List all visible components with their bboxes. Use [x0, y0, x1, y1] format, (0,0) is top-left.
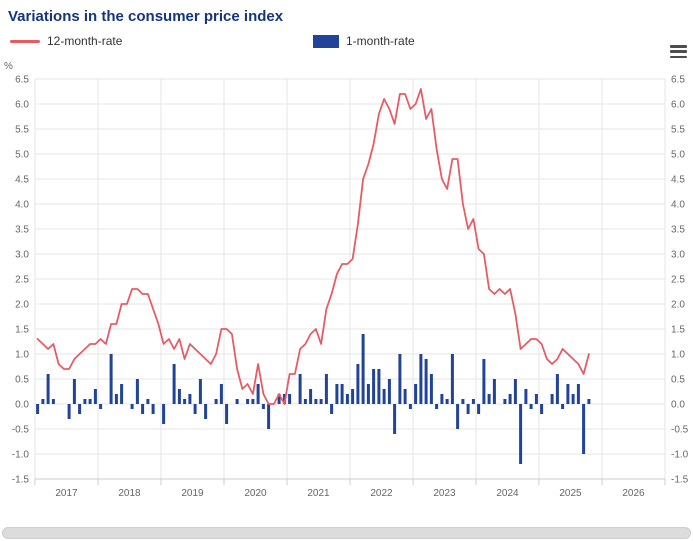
svg-text:-1.5: -1.5 — [671, 475, 689, 486]
chart-legend: 12-month-rate 1-month-rate — [0, 31, 693, 57]
svg-text:2.5: 2.5 — [15, 275, 29, 286]
hamburger-menu-icon[interactable] — [670, 45, 687, 58]
legend-label: 12-month-rate — [47, 34, 123, 48]
svg-text:1.5: 1.5 — [15, 325, 29, 336]
svg-text:-0.5: -0.5 — [671, 425, 689, 436]
svg-text:-1.0: -1.0 — [671, 450, 689, 461]
svg-text:4.5: 4.5 — [15, 175, 29, 186]
svg-text:2020: 2020 — [244, 488, 267, 499]
svg-text:5.0: 5.0 — [671, 150, 685, 161]
svg-text:4.0: 4.0 — [15, 200, 29, 211]
svg-text:4.5: 4.5 — [671, 175, 685, 186]
cpi-chart-widget: Variations in the consumer price index 1… — [0, 8, 693, 541]
svg-text:2.0: 2.0 — [671, 300, 685, 311]
svg-text:-1.0: -1.0 — [12, 450, 30, 461]
page-title: Variations in the consumer price index — [8, 8, 284, 25]
svg-text:1.0: 1.0 — [15, 350, 29, 361]
svg-text:-0.5: -0.5 — [12, 425, 30, 436]
svg-text:0.0: 0.0 — [671, 400, 685, 411]
horizontal-scrollbar[interactable] — [2, 527, 691, 539]
svg-text:1.0: 1.0 — [671, 350, 685, 361]
svg-text:5.5: 5.5 — [671, 125, 685, 136]
svg-text:2025: 2025 — [559, 488, 582, 499]
svg-text:6.5: 6.5 — [671, 75, 685, 86]
scrollbar-thumb[interactable] — [2, 527, 691, 539]
svg-text:5.0: 5.0 — [15, 150, 29, 161]
svg-text:2023: 2023 — [433, 488, 456, 499]
svg-text:1.5: 1.5 — [671, 325, 685, 336]
svg-text:2022: 2022 — [370, 488, 393, 499]
svg-text:%: % — [4, 61, 13, 72]
svg-text:0.0: 0.0 — [15, 400, 29, 411]
svg-text:2026: 2026 — [622, 488, 645, 499]
svg-text:6.0: 6.0 — [15, 100, 29, 111]
svg-text:2.5: 2.5 — [671, 275, 685, 286]
svg-text:4.0: 4.0 — [671, 200, 685, 211]
svg-text:3.5: 3.5 — [15, 225, 29, 236]
svg-text:-1.5: -1.5 — [12, 475, 30, 486]
svg-text:6.5: 6.5 — [15, 75, 29, 86]
svg-text:3.0: 3.0 — [15, 250, 29, 261]
legend-label: 1-month-rate — [346, 34, 415, 48]
svg-text:0.5: 0.5 — [671, 375, 685, 386]
svg-text:0.5: 0.5 — [15, 375, 29, 386]
line-series-swatch-icon — [10, 39, 40, 43]
svg-text:2018: 2018 — [118, 488, 141, 499]
legend-item-12-month-rate[interactable]: 12-month-rate — [10, 34, 122, 48]
svg-text:2017: 2017 — [55, 488, 78, 499]
svg-text:3.0: 3.0 — [671, 250, 685, 261]
bar-series-swatch-icon — [313, 34, 339, 48]
cpi-chart-canvas: -1.5 -1.5 -1.0 -1.0 -0.5 -0.5 0.0 0.0 0.5 0.5 1.0 1… — [4, 61, 689, 499]
svg-text:3.5: 3.5 — [671, 225, 685, 236]
svg-text:2021: 2021 — [307, 488, 330, 499]
svg-text:5.5: 5.5 — [15, 125, 29, 136]
svg-text:2019: 2019 — [181, 488, 204, 499]
legend-item-1-month-rate[interactable]: 1-month-rate — [313, 34, 415, 48]
svg-text:2024: 2024 — [496, 488, 519, 499]
svg-text:6.0: 6.0 — [671, 100, 685, 111]
svg-text:2.0: 2.0 — [15, 300, 29, 311]
